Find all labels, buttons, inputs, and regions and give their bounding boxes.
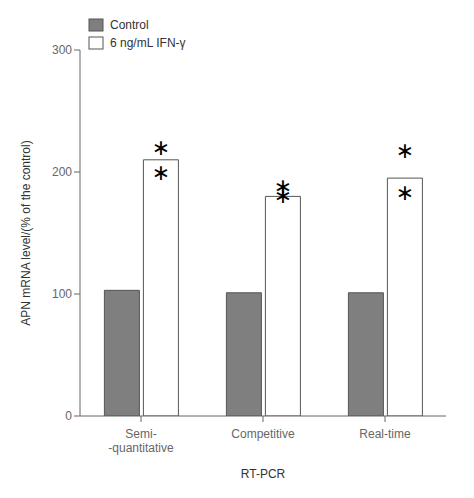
- svg-text:-quantitative: -quantitative: [108, 441, 174, 455]
- svg-text:∗: ∗: [396, 138, 414, 163]
- html-text:Control: Control: [110, 18, 149, 32]
- svg-text:200: 200: [52, 165, 72, 179]
- svg-text:Competitive: Competitive: [231, 427, 295, 441]
- html-text:6 ng/mL IFN-γ: 6 ng/mL IFN-γ: [110, 36, 186, 50]
- svg-text:∗: ∗: [152, 135, 170, 160]
- svg-text:Semi-: Semi-: [125, 427, 156, 441]
- svg-text:∗: ∗: [274, 183, 292, 208]
- svg-text:∗: ∗: [152, 160, 170, 185]
- svg-text:0: 0: [65, 409, 72, 423]
- svg-text:100: 100: [52, 287, 72, 301]
- svg-text:∗: ∗: [396, 180, 414, 205]
- svg-text:APN mRNA level/(% of the contr: APN mRNA level/(% of the control): [19, 140, 33, 325]
- svg-text:300: 300: [52, 43, 72, 57]
- svg-text:RT-PCR: RT-PCR: [241, 467, 286, 481]
- svg-text:Real-time: Real-time: [359, 427, 411, 441]
